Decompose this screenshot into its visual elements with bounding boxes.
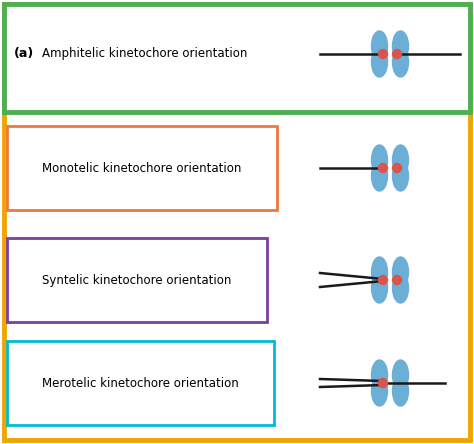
- Ellipse shape: [372, 161, 388, 191]
- Ellipse shape: [392, 31, 409, 61]
- Text: Monotelic kinetochore orientation: Monotelic kinetochore orientation: [42, 162, 241, 174]
- Ellipse shape: [375, 277, 384, 283]
- Ellipse shape: [379, 49, 388, 59]
- Ellipse shape: [375, 380, 384, 386]
- FancyBboxPatch shape: [4, 4, 470, 112]
- Ellipse shape: [372, 257, 388, 287]
- Ellipse shape: [396, 165, 405, 171]
- Text: Amphitelic kinetochore orientation: Amphitelic kinetochore orientation: [42, 48, 247, 60]
- Ellipse shape: [372, 376, 388, 406]
- Ellipse shape: [379, 275, 388, 285]
- Text: (c): (c): [14, 274, 33, 286]
- Ellipse shape: [375, 165, 384, 171]
- Ellipse shape: [392, 275, 401, 285]
- Ellipse shape: [396, 51, 405, 57]
- Ellipse shape: [392, 360, 409, 390]
- FancyBboxPatch shape: [4, 4, 470, 440]
- Ellipse shape: [372, 360, 388, 390]
- Ellipse shape: [392, 47, 409, 77]
- Ellipse shape: [396, 380, 405, 386]
- Ellipse shape: [392, 49, 401, 59]
- Ellipse shape: [392, 145, 409, 175]
- Ellipse shape: [392, 376, 409, 406]
- Text: (a): (a): [14, 48, 34, 60]
- Ellipse shape: [372, 47, 388, 77]
- Text: (b): (b): [14, 162, 35, 174]
- Ellipse shape: [396, 277, 405, 283]
- Ellipse shape: [392, 161, 409, 191]
- Text: Syntelic kinetochore orientation: Syntelic kinetochore orientation: [42, 274, 231, 286]
- Ellipse shape: [372, 273, 388, 303]
- Ellipse shape: [392, 163, 401, 173]
- Text: (d): (d): [14, 377, 35, 389]
- Ellipse shape: [375, 51, 384, 57]
- Text: Merotelic kinetochore orientation: Merotelic kinetochore orientation: [42, 377, 239, 389]
- Ellipse shape: [392, 257, 409, 287]
- Ellipse shape: [372, 31, 388, 61]
- Ellipse shape: [392, 273, 409, 303]
- Ellipse shape: [379, 378, 388, 388]
- Ellipse shape: [379, 163, 388, 173]
- Ellipse shape: [372, 145, 388, 175]
